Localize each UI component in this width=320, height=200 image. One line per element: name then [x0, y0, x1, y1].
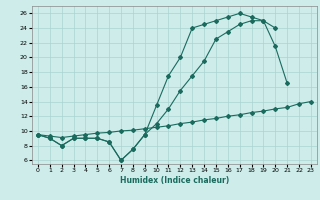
X-axis label: Humidex (Indice chaleur): Humidex (Indice chaleur) — [120, 176, 229, 185]
